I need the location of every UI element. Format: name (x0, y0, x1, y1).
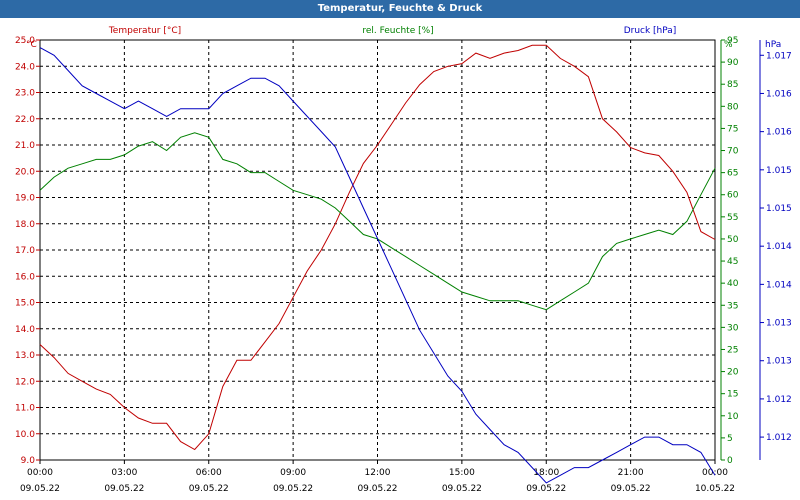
x-tick-date: 09.05.22 (20, 484, 60, 494)
y-tick-label-humidity: 35 (727, 301, 738, 311)
y-tick-label-temperature: 19.0 (15, 194, 35, 204)
x-tick-date: 10.05.22 (695, 484, 735, 494)
y-tick-label-humidity: 10 (727, 412, 739, 422)
y-tick-label-temperature: 20.0 (15, 167, 35, 177)
x-tick-date: 09.05.22 (611, 484, 651, 494)
temperature-line (39, 44, 716, 451)
y-tick-label-pressure: 1.013 (766, 319, 792, 329)
x-tick-date: 09.05.22 (189, 484, 229, 494)
y-tick-label-humidity: 15 (727, 390, 738, 400)
y-tick-label-pressure: 1.015 (766, 204, 792, 214)
y-tick-label-humidity: 0 (727, 456, 733, 466)
y-tick-label-temperature: 25.0 (15, 36, 35, 46)
axis-unit-humidity: % (724, 40, 733, 50)
x-tick-time: 18:00 (533, 468, 559, 478)
y-tick-label-pressure: 1.014 (766, 242, 792, 252)
y-tick-label-humidity: 45 (727, 257, 738, 267)
y-tick-label-temperature: 21.0 (15, 141, 35, 151)
y-tick-label-temperature: 17.0 (15, 246, 35, 256)
axes: 00:00 09.05.22 03:00 09.05.22 06:00 09.05.22 0… (15, 36, 792, 494)
y-tick-label-pressure: 1.017 (766, 51, 792, 61)
x-tick-time: 15:00 (449, 468, 475, 478)
x-tick-time: 09:00 (280, 468, 306, 478)
y-tick-label-humidity: 40 (727, 279, 739, 289)
x-tick-time: 03:00 (111, 468, 137, 478)
x-tick-date: 09.05.22 (104, 484, 144, 494)
y-tick-label-temperature: 14.0 (15, 325, 35, 335)
x-tick-time: 00:00 (27, 468, 53, 478)
y-tick-label-humidity: 20 (727, 368, 739, 378)
y-tick-label-humidity: 90 (727, 58, 739, 68)
axis-label-pressure: Druck [hPa] (624, 26, 677, 36)
y-tick-label-humidity: 60 (727, 191, 739, 201)
y-tick-label-pressure: 1.016 (766, 89, 792, 99)
y-tick-label-pressure: 1.012 (766, 395, 792, 405)
y-tick-label-temperature: 10.0 (15, 430, 35, 440)
y-tick-label-pressure: 1.014 (766, 280, 792, 290)
y-tick-label-humidity: 70 (727, 147, 739, 157)
y-tick-label-temperature: 13.0 (15, 351, 35, 361)
y-tick-label-temperature: 22.0 (15, 115, 35, 125)
x-tick-date: 09.05.22 (442, 484, 482, 494)
y-tick-label-humidity: 50 (727, 235, 739, 245)
y-tick-label-temperature: 15.0 (15, 299, 35, 309)
y-tick-label-temperature: 12.0 (15, 377, 35, 387)
y-tick-label-temperature: 16.0 (15, 272, 35, 282)
y-tick-label-humidity: 55 (727, 213, 738, 223)
window-title: Temperatur, Feuchte & Druck (0, 0, 800, 18)
y-tick-label-pressure: 1.015 (766, 166, 792, 176)
y-tick-label-temperature: 23.0 (15, 89, 35, 99)
x-tick-time: 21:00 (618, 468, 644, 478)
axis-unit-pressure: hPa (765, 40, 781, 50)
y-tick-label-humidity: 95 (727, 36, 738, 46)
x-tick-time: 06:00 (196, 468, 222, 478)
y-tick-label-pressure: 1.016 (766, 128, 792, 138)
y-tick-label-humidity: 25 (727, 345, 738, 355)
y-tick-label-pressure: 1.013 (766, 357, 792, 367)
y-tick-label-temperature: 18.0 (15, 220, 35, 230)
y-tick-label-humidity: 30 (727, 323, 739, 333)
y-tick-label-humidity: 65 (727, 169, 738, 179)
x-tick-date: 09.05.22 (357, 484, 397, 494)
axis-label-humidity: rel. Feuchte [%] (362, 26, 433, 36)
x-tick-time: 00:00 (702, 468, 728, 478)
y-tick-label-humidity: 85 (727, 80, 738, 90)
y-tick-label-temperature: 24.0 (15, 62, 35, 72)
series-group (39, 44, 716, 484)
axis-unit-temperature: °C (26, 40, 37, 50)
axis-label-temperature: Temperatur [°C] (108, 26, 181, 36)
pressure-line (39, 47, 716, 484)
x-tick-time: 12:00 (365, 468, 391, 478)
x-tick-date: 09.05.22 (273, 484, 313, 494)
y-tick-label-temperature: 9.0 (21, 456, 36, 466)
y-tick-label-pressure: 1.012 (766, 433, 792, 443)
y-tick-label-temperature: 11.0 (15, 404, 35, 414)
x-tick-date: 09.05.22 (526, 484, 566, 494)
y-tick-label-humidity: 5 (727, 434, 733, 444)
y-tick-label-humidity: 80 (727, 102, 739, 112)
y-tick-label-humidity: 75 (727, 124, 738, 134)
